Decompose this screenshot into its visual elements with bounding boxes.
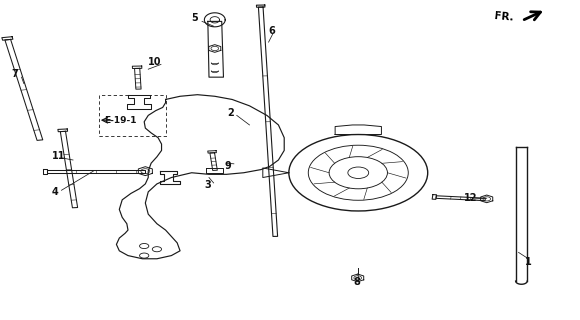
Text: 7: 7 [12, 69, 19, 79]
Text: 2: 2 [227, 108, 234, 118]
Text: 10: 10 [148, 57, 162, 67]
Text: 1: 1 [525, 257, 532, 267]
Text: 5: 5 [192, 13, 198, 23]
Text: FR.: FR. [494, 11, 514, 22]
Text: 3: 3 [204, 180, 211, 190]
Text: 4: 4 [52, 187, 59, 197]
Text: 11: 11 [52, 151, 66, 161]
Text: 12: 12 [464, 193, 477, 203]
Text: 6: 6 [268, 26, 275, 36]
Text: 8: 8 [353, 277, 360, 287]
Bar [99, 95, 166, 136]
Text: E-19-1: E-19-1 [104, 116, 136, 125]
Text: 9: 9 [224, 161, 231, 172]
